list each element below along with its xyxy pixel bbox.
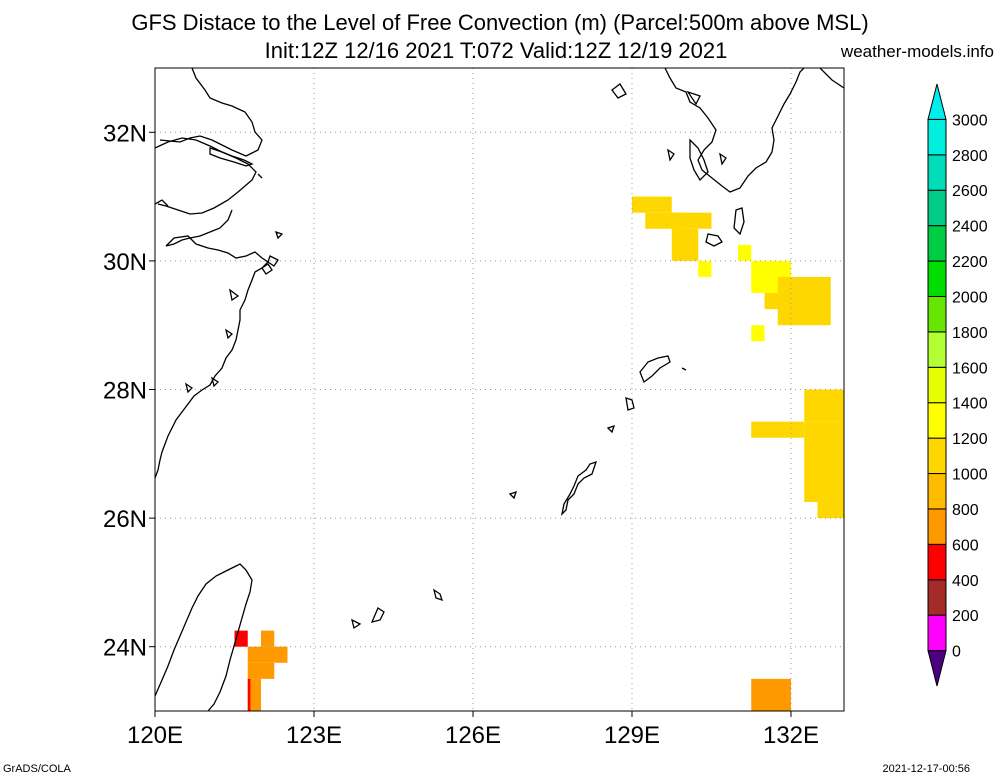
- lfc-cell: [247, 678, 261, 711]
- colorbar-label: 0: [952, 644, 961, 661]
- colorbar-label: 1400: [952, 396, 988, 413]
- coastline-okinawa: [508, 460, 598, 516]
- axis-ticks: 32N 30N 28N 26N 24N 120E 123E 126E 129E 132E: [103, 120, 819, 749]
- lfc-cell: [777, 276, 831, 326]
- chart-subtitle: Init:12Z 12/16 2021 T:072 Valid:12Z 12/1…: [264, 38, 728, 63]
- colorbar-swatch: [927, 225, 947, 262]
- lfc-cell: [698, 260, 712, 277]
- coastline-shikoku: [819, 68, 844, 89]
- colorbar-swatch: [927, 402, 947, 439]
- colorbar-swatch: [927, 579, 947, 616]
- lfc-cell: [804, 421, 844, 503]
- lon-tick-label: 123E: [286, 722, 342, 749]
- colorbar-label: 1200: [952, 431, 988, 448]
- coastline-china: [155, 68, 270, 479]
- colorbar-swatch: [927, 508, 947, 545]
- coastline-amami: [639, 355, 687, 384]
- coastline-kyushu: [664, 68, 805, 193]
- colorbar-swatch: [927, 473, 947, 510]
- colorbar-swatch: [927, 295, 947, 333]
- lfc-cell: [261, 630, 275, 647]
- lfc-cell: [751, 421, 805, 438]
- colorbar-label: 1600: [952, 360, 988, 377]
- coastline-kyushu-inner: [686, 90, 727, 182]
- lfc-cell: [632, 196, 672, 213]
- colorbar-label: 1000: [952, 467, 988, 484]
- colorbar-swatch: [927, 437, 947, 475]
- lat-tick-label: 26N: [103, 506, 147, 533]
- lat-tick-label: 24N: [103, 635, 147, 662]
- footer-timestamp: 2021-12-17-00:56: [882, 763, 970, 775]
- lfc-cell: [738, 244, 752, 261]
- coastline-islands-zhoushan: [184, 230, 284, 394]
- colorbar-label: 600: [952, 537, 979, 554]
- lfc-cell: [671, 212, 712, 229]
- colorbar-swatch: [927, 154, 947, 191]
- coastline-china-estuary: [209, 147, 254, 167]
- lat-tick-label: 32N: [103, 120, 147, 147]
- lfc-cell: [804, 389, 844, 422]
- colorbar-label: 2000: [952, 289, 988, 306]
- colorbar-swatch: [927, 331, 947, 368]
- colorbar-swatch: [927, 543, 947, 581]
- lfc-cell: [247, 662, 275, 679]
- lfc-cell: [751, 325, 765, 342]
- colorbar-label: 2200: [952, 254, 988, 271]
- colorbar-swatch: [927, 614, 947, 652]
- lfc-cell: [671, 228, 699, 261]
- colorbar-label: 200: [952, 608, 979, 625]
- colorbar-swatch: [927, 366, 947, 404]
- colorbar-swatch: [927, 650, 947, 687]
- coastline-tokunoshima: [606, 397, 635, 434]
- lon-tick-label: 126E: [445, 722, 501, 749]
- colorbar-label: 2400: [952, 219, 988, 236]
- colorbar-swatch: [927, 189, 947, 227]
- colorbar-label: 2600: [952, 183, 988, 200]
- coastline-goto-islands: [611, 83, 675, 162]
- lat-tick-label: 30N: [103, 249, 147, 276]
- lfc-cell: [817, 502, 844, 519]
- lat-tick-label: 28N: [103, 378, 147, 405]
- footer-left-credit: GrADS/COLA: [3, 763, 71, 775]
- coastlines: [155, 68, 844, 711]
- site-credit: weather-models.info: [840, 42, 994, 61]
- grid-lines: [155, 68, 844, 711]
- colorbar-swatch: [927, 260, 947, 297]
- lfc-shaded-cells: [234, 196, 844, 711]
- coastline-taiwan: [155, 563, 253, 711]
- colorbar-label: 400: [952, 573, 979, 590]
- colorbar-swatch: [927, 83, 947, 120]
- colorbar-swatch: [927, 118, 947, 156]
- colorbar-label: 3000: [952, 112, 988, 129]
- lon-tick-label: 129E: [604, 722, 660, 749]
- colorbar-label: 1800: [952, 325, 988, 342]
- lon-tick-label: 120E: [127, 722, 183, 749]
- lfc-cell: [751, 678, 791, 711]
- lfc-cell: [247, 678, 251, 711]
- coastline-tanegashima: [705, 207, 745, 247]
- colorbar-label: 800: [952, 502, 979, 519]
- lon-tick-label: 132E: [763, 722, 819, 749]
- coastline-miyako: [351, 588, 444, 630]
- colorbar-label: 2800: [952, 148, 988, 165]
- colorbar: 0 200 400 600 800 1000 1200 1400 1600 1800 2000 220…: [927, 83, 988, 687]
- lfc-cell: [247, 646, 288, 663]
- chart-title: GFS Distace to the Level of Free Convect…: [131, 10, 869, 35]
